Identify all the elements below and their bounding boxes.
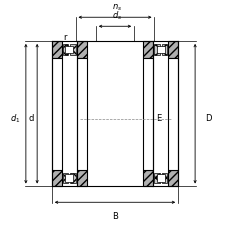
Bar (154, 44, 159, 55)
Bar (52, 58, 62, 170)
Bar (70, 173, 75, 183)
Bar (157, 175, 164, 182)
Text: B: B (112, 212, 117, 221)
Bar (167, 41, 177, 58)
Bar (167, 170, 177, 186)
Bar (143, 41, 153, 58)
Bar (143, 58, 153, 170)
Text: $d_1$: $d_1$ (10, 113, 21, 125)
Bar (76, 41, 86, 58)
Bar (143, 170, 153, 186)
Text: $d_s$: $d_s$ (112, 10, 122, 22)
Bar (52, 41, 62, 58)
Bar (65, 175, 72, 182)
Bar (52, 170, 62, 186)
Bar (167, 58, 177, 170)
Bar (76, 170, 86, 186)
Bar (62, 173, 68, 183)
Bar (161, 44, 167, 55)
Text: $n_s$: $n_s$ (112, 2, 122, 13)
Text: E: E (156, 114, 161, 123)
Text: r: r (63, 33, 66, 42)
Bar (65, 46, 72, 53)
Text: d: d (28, 114, 34, 123)
Bar (154, 173, 159, 183)
Bar (157, 46, 164, 53)
Bar (161, 173, 167, 183)
Bar (76, 58, 86, 170)
Bar (62, 44, 68, 55)
Text: D: D (204, 114, 211, 123)
Bar (70, 44, 75, 55)
